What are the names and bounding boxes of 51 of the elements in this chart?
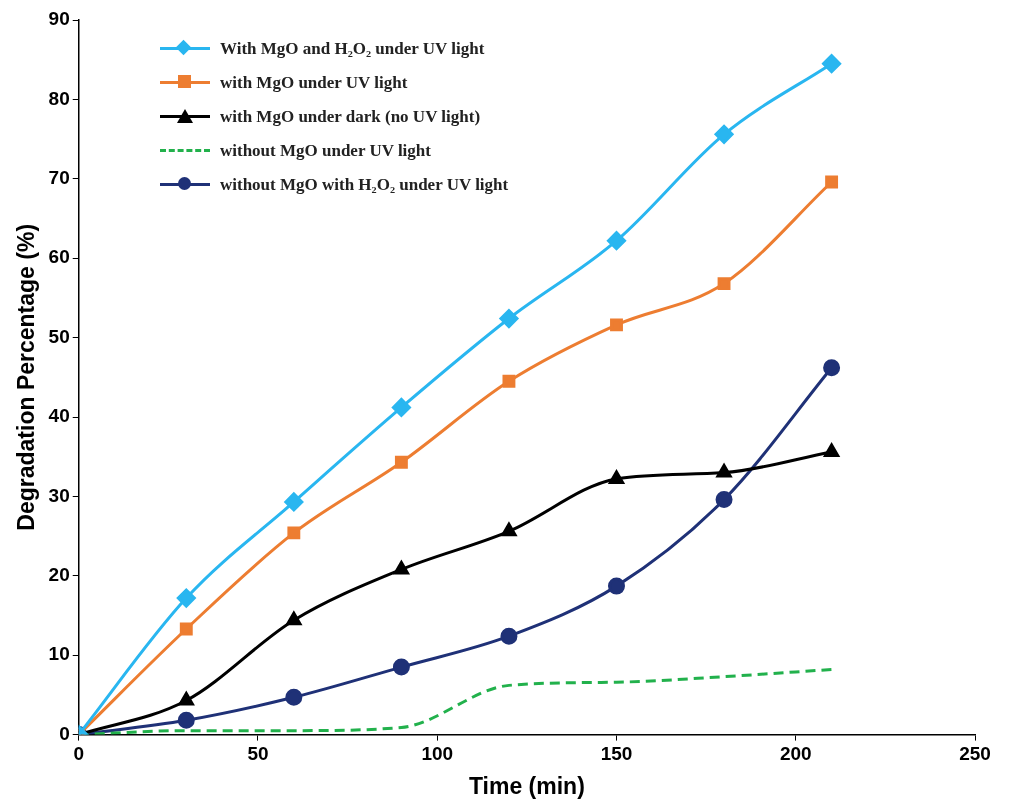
point (714, 124, 734, 144)
point (392, 658, 410, 676)
point (823, 359, 841, 377)
legend-label: without MgO with H₂O₂ under UV light (220, 174, 510, 196)
point (717, 277, 731, 291)
point (394, 455, 408, 469)
point (715, 491, 733, 509)
point (179, 622, 193, 636)
point (500, 627, 518, 645)
point (499, 309, 519, 329)
point (502, 374, 516, 388)
x-tick-label: 150 (600, 743, 633, 765)
point (177, 711, 195, 729)
y-tick-label: 70 (48, 167, 70, 189)
y-axis-title: Degradation Percentage (%) (13, 223, 40, 531)
point (287, 526, 301, 540)
y-tick-label: 20 (48, 564, 70, 586)
x-tick-label: 50 (247, 743, 269, 765)
point (822, 54, 842, 74)
point (716, 464, 732, 478)
point (824, 443, 840, 457)
point (608, 470, 625, 484)
point (393, 560, 409, 575)
x-tick-label: 200 (779, 743, 812, 765)
y-tick-label: 30 (48, 484, 70, 506)
legend-label: without MgO under UV light (220, 140, 432, 162)
x-tick-label: 250 (959, 743, 991, 765)
y-tick-label: 60 (48, 246, 70, 268)
x-axis-title: Time (min) (468, 772, 585, 799)
point (286, 611, 302, 626)
x-tick-label: 0 (73, 743, 85, 765)
legend-label: With MgO and H₂O₂ under UV light (220, 38, 486, 60)
point (606, 231, 626, 251)
y-tick-label: 0 (59, 722, 70, 744)
point (610, 318, 623, 332)
point (607, 577, 625, 595)
y-tick-label: 50 (48, 325, 70, 347)
legend-label: with MgO under dark (no UV light) (220, 106, 482, 128)
point (178, 691, 194, 706)
point (501, 522, 517, 537)
y-tick-label: 80 (48, 87, 70, 109)
y-tick-label: 40 (48, 405, 70, 427)
point (285, 688, 303, 706)
point (391, 397, 411, 417)
x-tick-label: 100 (421, 743, 454, 765)
y-tick-label: 90 (48, 8, 70, 30)
point (825, 175, 839, 189)
point (176, 588, 196, 608)
legend-label: with MgO under UV light (220, 72, 409, 94)
point (284, 492, 304, 512)
y-tick-label: 10 (48, 643, 70, 665)
